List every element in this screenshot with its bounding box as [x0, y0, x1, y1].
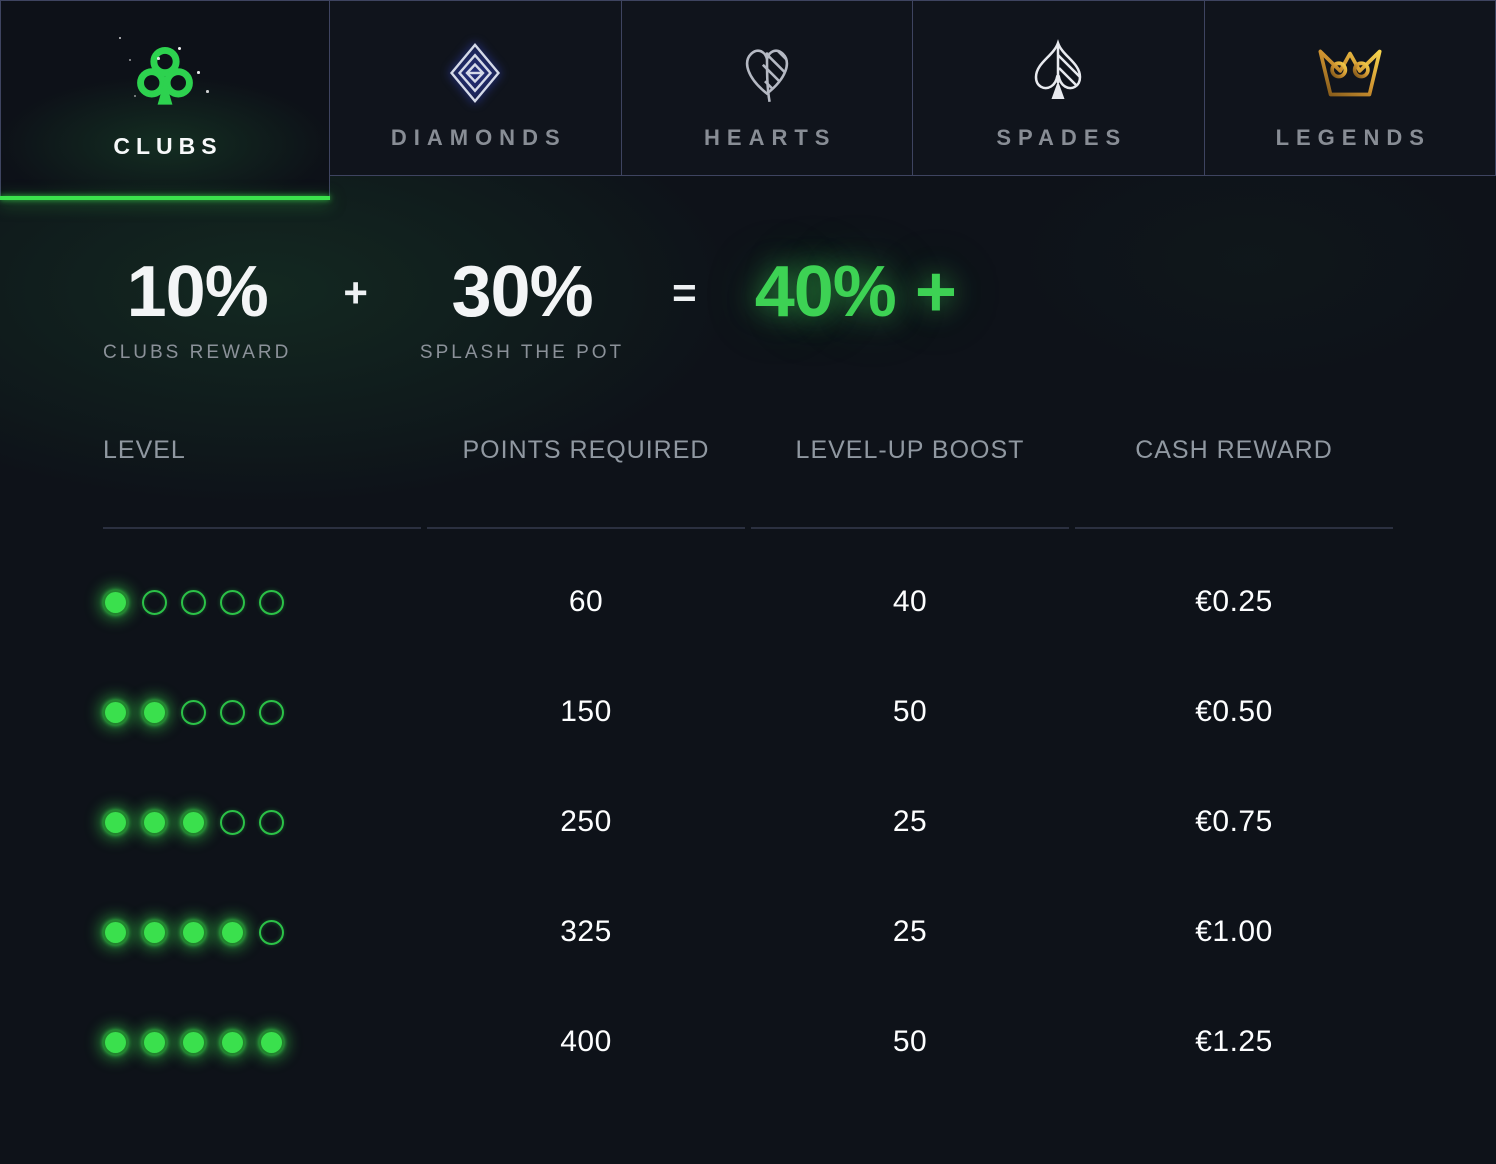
tab-legends[interactable]: LEGENDS — [1204, 0, 1496, 176]
splash-the-pot-value: 30% — [451, 252, 593, 332]
table-header-row: LEVEL POINTS REQUIRED LEVEL-UP BOOST CAS… — [103, 436, 1393, 529]
boost-value: 25 — [892, 805, 928, 838]
level-dots — [103, 699, 421, 725]
tab-hearts-label: HEARTS — [704, 125, 837, 150]
tab-spades-label: SPADES — [996, 125, 1128, 150]
tab-diamonds[interactable]: DIAMONDS — [330, 0, 622, 176]
cash-value: €0.50 — [1195, 695, 1273, 728]
legends-icon — [1318, 49, 1382, 97]
splash-the-pot-label: SPLASH THE POT — [419, 342, 625, 363]
cash-value: €1.00 — [1195, 915, 1273, 948]
active-tab-underline — [0, 196, 330, 200]
reward-formula: 10% CLUBS REWARD + 30% SPLASH THE POT = … — [103, 256, 1393, 364]
clubs-reward-term: 10% CLUBS REWARD — [103, 256, 291, 364]
table-row: 150 50 €0.50 — [103, 657, 1393, 767]
level-dot-hollow — [142, 589, 167, 615]
tab-clubs[interactable]: CLUBS — [0, 0, 330, 200]
level-dot-filled — [220, 919, 245, 945]
level-dots — [103, 919, 421, 945]
cash-value: €0.25 — [1195, 585, 1273, 618]
level-dot-hollow — [259, 699, 284, 725]
level-dot-filled — [103, 589, 128, 615]
level-dot-filled — [103, 1029, 128, 1055]
level-dot-filled — [220, 1029, 245, 1055]
table-row: 250 25 €0.75 — [103, 767, 1393, 877]
level-dot-hollow — [220, 589, 245, 615]
table-row: 325 25 €1.00 — [103, 877, 1393, 987]
tab-hearts[interactable]: HEARTS — [621, 0, 913, 176]
sparkle-dot — [119, 37, 121, 39]
cash-value: €0.75 — [1195, 805, 1273, 838]
table-row: 400 50 €1.25 — [103, 987, 1393, 1097]
boost-value: 40 — [892, 585, 928, 618]
cash-value: €1.25 — [1195, 1025, 1273, 1058]
level-dot-filled — [103, 699, 128, 725]
equals-operator: = — [672, 269, 697, 316]
level-dot-hollow — [259, 919, 284, 945]
points-value: 325 — [560, 915, 612, 948]
level-dot-filled — [142, 809, 167, 835]
level-dot-filled — [142, 919, 167, 945]
points-value: 150 — [560, 695, 612, 728]
level-dot-filled — [103, 809, 128, 835]
total-reward-value: 40% + — [754, 252, 957, 332]
rewards-content: 10% CLUBS REWARD + 30% SPLASH THE POT = … — [0, 200, 1496, 1097]
level-dot-filled — [181, 809, 206, 835]
splash-the-pot-term: 30% SPLASH THE POT — [420, 256, 624, 364]
level-dot-filled — [181, 1029, 206, 1055]
table-body: 60 40 €0.25 150 50 €0.50 250 25 €0.75 32… — [103, 547, 1393, 1097]
diamonds-icon — [450, 42, 501, 104]
level-dot-filled — [142, 699, 167, 725]
level-dots — [103, 589, 421, 615]
points-value: 400 — [560, 1025, 612, 1058]
boost-value: 25 — [892, 915, 928, 948]
points-value: 250 — [560, 805, 612, 838]
level-dot-hollow — [220, 809, 245, 835]
hearts-icon — [745, 49, 788, 103]
boost-value: 50 — [892, 695, 928, 728]
tab-diamonds-label: DIAMONDS — [390, 125, 567, 150]
header-level-up-boost: LEVEL-UP BOOST — [751, 436, 1069, 529]
level-dot-filled — [103, 919, 128, 945]
tab-clubs-label: CLUBS — [113, 133, 223, 159]
clubs-icon — [137, 46, 193, 105]
level-dot-hollow — [181, 699, 206, 725]
level-dots — [103, 809, 421, 835]
level-dot-hollow — [220, 699, 245, 725]
level-dot-filled — [181, 919, 206, 945]
clubs-reward-label: CLUBS REWARD — [103, 342, 292, 363]
header-cash-reward: CASH REWARD — [1075, 436, 1393, 529]
clubs-reward-value: 10% — [126, 252, 269, 332]
boost-value: 50 — [892, 1025, 928, 1058]
sparkle-dot — [206, 90, 209, 93]
table-row: 60 40 €0.25 — [103, 547, 1393, 657]
spades-icon — [1034, 39, 1082, 99]
level-dot-filled — [259, 1029, 284, 1055]
level-dot-hollow — [181, 589, 206, 615]
tab-legends-label: LEGENDS — [1275, 125, 1431, 150]
level-dots — [103, 1029, 421, 1055]
tab-spades[interactable]: SPADES — [913, 0, 1205, 176]
level-dot-hollow — [259, 589, 284, 615]
header-level: LEVEL — [103, 436, 421, 529]
points-value: 60 — [568, 585, 604, 618]
header-points-required: POINTS REQUIRED — [427, 436, 745, 529]
plus-operator: + — [343, 269, 368, 316]
level-dot-filled — [142, 1029, 167, 1055]
levels-table: LEVEL POINTS REQUIRED LEVEL-UP BOOST CAS… — [103, 436, 1393, 1097]
level-dot-hollow — [259, 809, 284, 835]
suit-tab-bar: CLUBS DIAMONDS — [0, 0, 1496, 200]
